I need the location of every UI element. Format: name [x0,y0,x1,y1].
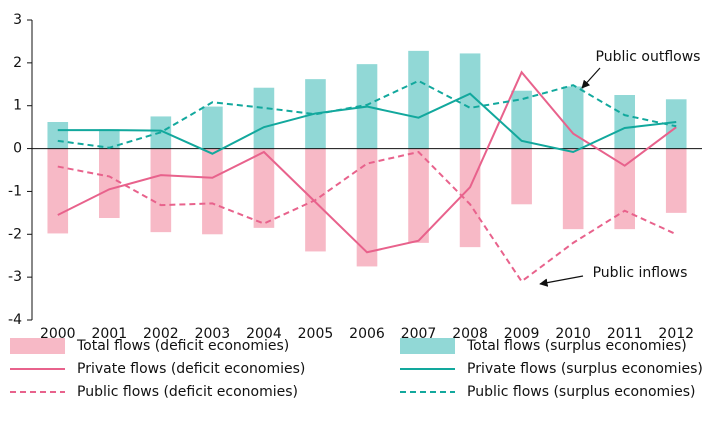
bar [99,148,120,218]
bar [253,148,275,228]
legend-swatch [400,338,455,354]
bar [562,86,584,149]
bar [202,148,223,235]
x-tick-label: 2010 [555,326,591,342]
x-tick-label: 2001 [91,326,127,342]
bar [202,106,223,149]
y-tick-label: -1 [8,183,22,199]
bar [47,122,69,149]
bar [665,99,687,149]
bar [408,50,429,149]
bar [253,87,275,149]
y-tick-label: 2 [13,55,22,71]
line-series [57,150,677,283]
annotation: Public outflows [596,49,701,65]
y-tick-label: 1 [13,98,22,114]
y-tick-label: -4 [8,312,22,328]
bar [356,148,378,267]
bar [614,148,635,230]
legend-swatch [10,338,65,354]
legend-label: Public flows (surplus economies) [467,384,695,400]
y-tick-label: -3 [8,269,22,285]
legend-label: Total flows (deficit economies) [76,338,289,354]
bar [150,148,172,233]
legend-label: Total flows (surplus economies) [466,338,687,354]
y-tick-label: -2 [8,226,22,242]
annotation-arrow [539,275,584,287]
legend-label: Private flows (deficit economies) [77,361,305,377]
bar [511,90,532,149]
bar [562,148,584,230]
line-series [57,92,677,155]
x-tick-label: 2011 [607,326,643,342]
y-tick-label: 0 [13,141,22,157]
x-tick-label: 2006 [349,326,385,342]
x-tick-label: 2008 [452,326,488,342]
bar [99,129,120,149]
annotation: Public inflows [593,265,688,281]
bar [47,148,69,234]
line-series [57,70,677,254]
annotation-arrow [581,67,601,89]
bar [459,53,481,149]
x-tick-label: 2003 [195,326,231,342]
bar [614,95,635,149]
x-tick-label: 2005 [298,326,334,342]
legend-label: Public flows (deficit economies) [77,384,298,400]
x-tick-label: 2012 [658,326,694,342]
legend-label: Private flows (surplus economies) [467,361,703,377]
bar [511,148,532,205]
line-series [57,79,677,149]
y-tick-label: 3 [13,12,22,28]
bar [408,148,429,243]
x-tick-label: 2002 [143,326,179,342]
bar [459,148,481,248]
bar [665,148,687,213]
x-tick-label: 2004 [246,326,282,342]
x-tick-label: 2009 [504,326,540,342]
